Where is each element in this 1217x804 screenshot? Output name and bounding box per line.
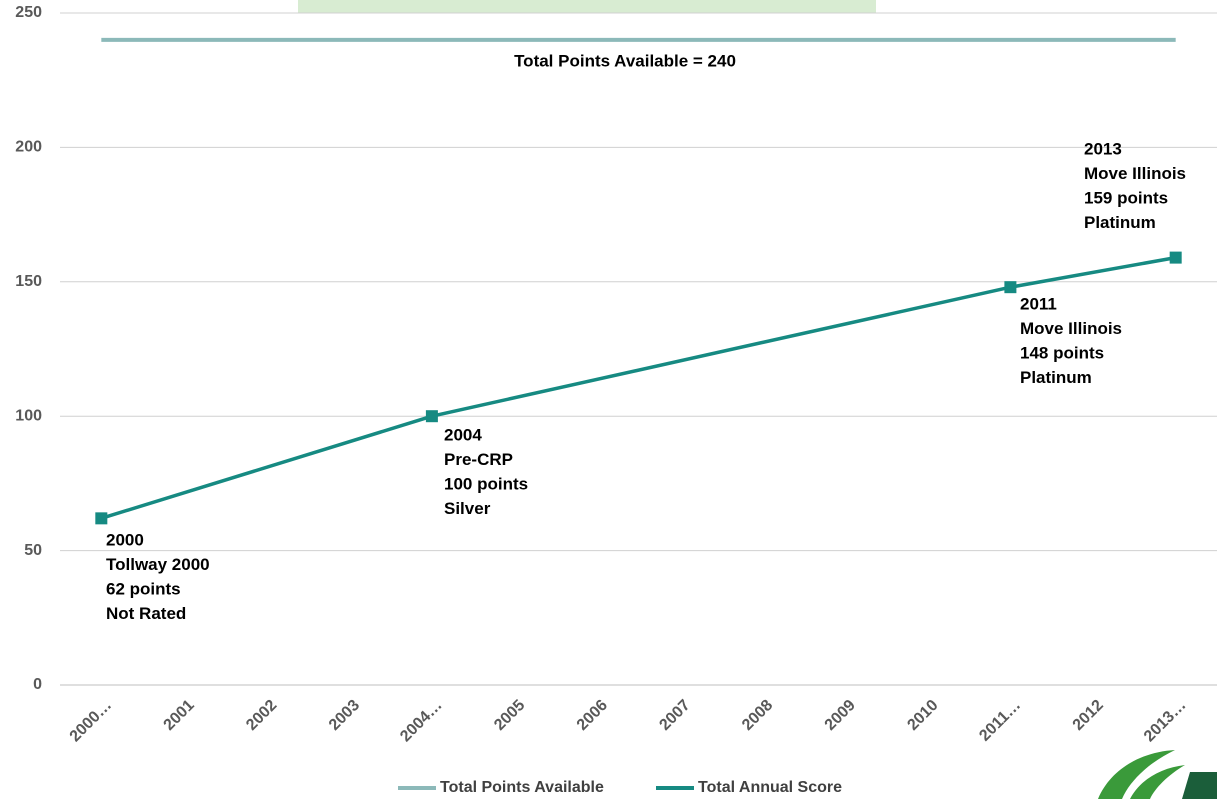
- title-box: [298, 0, 876, 13]
- y-tick-label: 0: [33, 676, 42, 693]
- y-tick-label: 200: [15, 139, 42, 156]
- marker: [425, 410, 438, 423]
- x-tick-label: 2005: [491, 697, 528, 734]
- x-tick-label: 2002: [243, 697, 280, 734]
- y-tick-label: 50: [24, 542, 42, 559]
- series-connector: [431, 285, 1011, 418]
- y-tick-label: 250: [15, 4, 42, 21]
- x-tick-label: 2009: [822, 697, 859, 734]
- y-tick-label: 100: [15, 407, 42, 424]
- x-tick-label: 2007: [656, 697, 693, 734]
- annotation: 62 points: [106, 579, 181, 598]
- marker: [1169, 251, 1182, 264]
- annotation: Not Rated: [106, 604, 186, 623]
- x-tick-label: 2004…: [397, 697, 446, 746]
- annotation: Silver: [444, 499, 491, 518]
- x-tick-label: 2003: [326, 697, 363, 734]
- annotation: 100 points: [444, 474, 528, 493]
- annotation: Move Illinois: [1084, 164, 1186, 183]
- x-tick-label: 2008: [739, 697, 776, 734]
- annotation: 2011: [1020, 294, 1057, 313]
- marker: [95, 512, 108, 525]
- x-tick-label: 2001: [161, 697, 198, 734]
- marker: [1004, 281, 1017, 294]
- y-tick-label: 150: [15, 273, 42, 290]
- annotation: Total Points Available = 240: [514, 51, 736, 70]
- x-tick-label: 2006: [574, 697, 611, 734]
- logo: [1098, 750, 1217, 799]
- series-connector: [100, 414, 433, 521]
- x-tick-label: 2011…: [976, 697, 1024, 745]
- annotation: Move Illinois: [1020, 319, 1122, 338]
- annotation: Tollway 2000: [106, 555, 210, 574]
- legend-label: Total Points Available: [440, 779, 604, 796]
- annotation: 2000: [106, 530, 144, 549]
- annotation: Platinum: [1020, 368, 1092, 387]
- annotation: 159 points: [1084, 188, 1168, 207]
- x-tick-label: 2000…: [67, 697, 116, 746]
- annotation: 2004: [444, 425, 482, 444]
- series-connector: [1010, 255, 1176, 289]
- x-tick-label: 2010: [904, 697, 941, 734]
- x-tick-label: 2013…: [1141, 697, 1190, 746]
- annotation: Pre-CRP: [444, 450, 513, 469]
- annotation: Platinum: [1084, 213, 1156, 232]
- annotation: 2013: [1084, 139, 1122, 158]
- legend-label: Total Annual Score: [698, 779, 842, 796]
- annotation: 148 points: [1020, 343, 1104, 362]
- x-tick-label: 2012: [1070, 697, 1107, 734]
